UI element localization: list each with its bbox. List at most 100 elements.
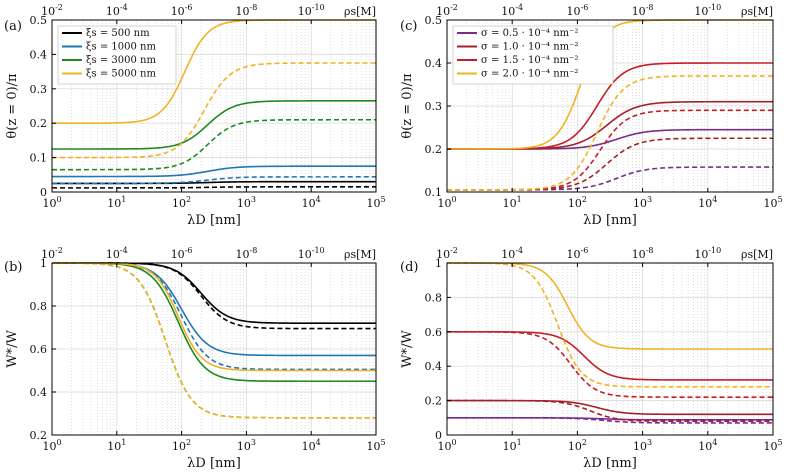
- series-line-5: [447, 109, 773, 191]
- series-line-2: [51, 262, 376, 357]
- x-tick-label: 101: [107, 438, 126, 453]
- x-axis-label: λD [nm]: [583, 456, 637, 471]
- top-tick-label: 10-10: [298, 3, 325, 18]
- y-tick-label: 0.2: [425, 395, 443, 408]
- x-tick-label: 103: [237, 438, 256, 453]
- series-line-4: [52, 100, 376, 150]
- top-tick-label: 10-8: [632, 3, 654, 18]
- panel-tag: (a): [4, 19, 22, 34]
- y-axis-label: θ(z = 0)/π: [400, 73, 415, 139]
- top-tick-label: 10-8: [236, 246, 258, 261]
- y-tick-label: 0.2: [425, 143, 443, 156]
- series-line-7: [52, 62, 376, 159]
- x-axis-label: λD [nm]: [187, 213, 241, 228]
- panel-c: 100 101 102 103 104 105 10-2 10-4 10-6 10-8 10-10 ρ…: [400, 3, 783, 228]
- plot-frame: [51, 19, 377, 193]
- series-line-3: [447, 137, 773, 191]
- y-tick-label: 0.4: [425, 360, 443, 373]
- x-tick-label: 103: [633, 195, 652, 210]
- legend-label: σ = 1.0 · 10⁻⁴ nm⁻²: [481, 42, 578, 53]
- top-tick-label: 10-4: [501, 3, 523, 18]
- panel-tag: (d): [400, 260, 418, 275]
- top-tick-label: 10-2: [41, 246, 63, 261]
- top-tick-label: 10-10: [694, 3, 721, 18]
- x-tick-label: 103: [633, 438, 652, 453]
- x-tick-label: 104: [302, 195, 321, 210]
- x-tick-label: 102: [568, 195, 587, 210]
- y-tick-label: 0.5: [425, 14, 443, 27]
- y-tick-label: 0.4: [425, 57, 443, 70]
- x-tick-label: 104: [302, 438, 321, 453]
- y-tick-label: 0.6: [30, 343, 48, 356]
- legend-label: σ = 2.0 · 10⁻⁴ nm⁻²: [481, 69, 578, 80]
- series-line-5: [52, 118, 376, 171]
- top-axis-unit: ρs[M]: [741, 5, 773, 18]
- series-line-0: [447, 128, 773, 150]
- legend-label: σ = 1.5 · 10⁻⁴ nm⁻²: [481, 55, 578, 66]
- top-tick-label: 10-8: [632, 246, 654, 261]
- x-tick-label: 101: [107, 195, 126, 210]
- series-line-6: [447, 262, 773, 350]
- y-tick-label: 0.3: [425, 100, 443, 113]
- top-axis-unit: ρs[M]: [741, 248, 773, 261]
- series-line-0: [52, 262, 376, 325]
- series-line-7: [447, 262, 773, 388]
- panel-a: 100 101 102 103 104 105 10-2 10-4 10-6 10-8 10-10 ρ…: [4, 3, 386, 228]
- series-line-3: [447, 399, 773, 423]
- y-tick-label: 1: [435, 257, 442, 270]
- legend-box: [452, 25, 614, 85]
- y-tick-label: 1: [40, 257, 47, 270]
- series-line-7: [447, 75, 773, 191]
- y-tick-label: 0: [40, 186, 47, 199]
- x-tick-label: 105: [763, 438, 782, 453]
- top-tick-label: 10-2: [436, 3, 458, 18]
- top-tick-label: 10-6: [171, 3, 193, 18]
- top-tick-label: 10-2: [41, 3, 63, 18]
- series-line-0: [52, 180, 376, 185]
- y-tick-label: 0: [435, 429, 442, 442]
- series-line-3: [52, 176, 376, 185]
- x-tick-label: 102: [172, 438, 191, 453]
- x-tick-label: 105: [366, 195, 385, 210]
- y-tick-label: 0.1: [425, 186, 443, 199]
- x-tick-label: 105: [366, 438, 385, 453]
- x-axis-label: λD [nm]: [583, 213, 637, 228]
- x-axis-label: λD [nm]: [187, 456, 241, 471]
- x-tick-label: 101: [503, 195, 522, 210]
- top-tick-label: 10-4: [501, 246, 523, 261]
- x-tick-label: 100: [42, 438, 61, 453]
- top-tick-label: 10-10: [694, 246, 721, 261]
- x-tick-label: 104: [698, 195, 717, 210]
- series-line-6: [52, 262, 376, 372]
- y-tick-label: 0.1: [30, 152, 48, 165]
- x-tick-label: 102: [568, 438, 587, 453]
- top-tick-label: 10-2: [436, 246, 458, 261]
- legend-label: ξs = 5000 nm: [86, 69, 156, 80]
- x-tick-label: 105: [763, 195, 782, 210]
- top-tick-label: 10-6: [567, 3, 589, 18]
- legend-label: ξs = 3000 nm: [86, 55, 156, 66]
- panel-b: 100 101 102 103 104 105 10-2 10-4 10-6 10-8 10-10 ρ…: [4, 246, 386, 471]
- series-line-5: [52, 262, 376, 419]
- series-line-1: [52, 186, 376, 189]
- series-line-4: [52, 262, 376, 383]
- top-tick-label: 10-4: [106, 3, 128, 18]
- y-tick-label: 0.4: [30, 48, 48, 61]
- panel-d: 100 101 102 103 104 105 10-2 10-4 10-6 10-8 10-10 ρ…: [400, 246, 783, 471]
- legend-label: ξs = 1000 nm: [86, 42, 156, 53]
- x-tick-label: 103: [237, 195, 256, 210]
- x-tick-label: 104: [698, 438, 717, 453]
- top-tick-label: 10-6: [567, 246, 589, 261]
- series-line-1: [447, 166, 773, 191]
- x-tick-label: 100: [437, 438, 456, 453]
- y-tick-label: 0.8: [30, 300, 48, 313]
- series-line-2: [52, 165, 376, 178]
- y-tick-label: 0.2: [30, 117, 48, 130]
- series-line-7: [52, 262, 376, 419]
- top-tick-label: 10-10: [298, 246, 325, 261]
- series-line-0: [447, 416, 773, 421]
- x-tick-label: 102: [172, 195, 191, 210]
- y-tick-label: 0.8: [425, 291, 443, 304]
- top-tick-label: 10-8: [236, 3, 258, 18]
